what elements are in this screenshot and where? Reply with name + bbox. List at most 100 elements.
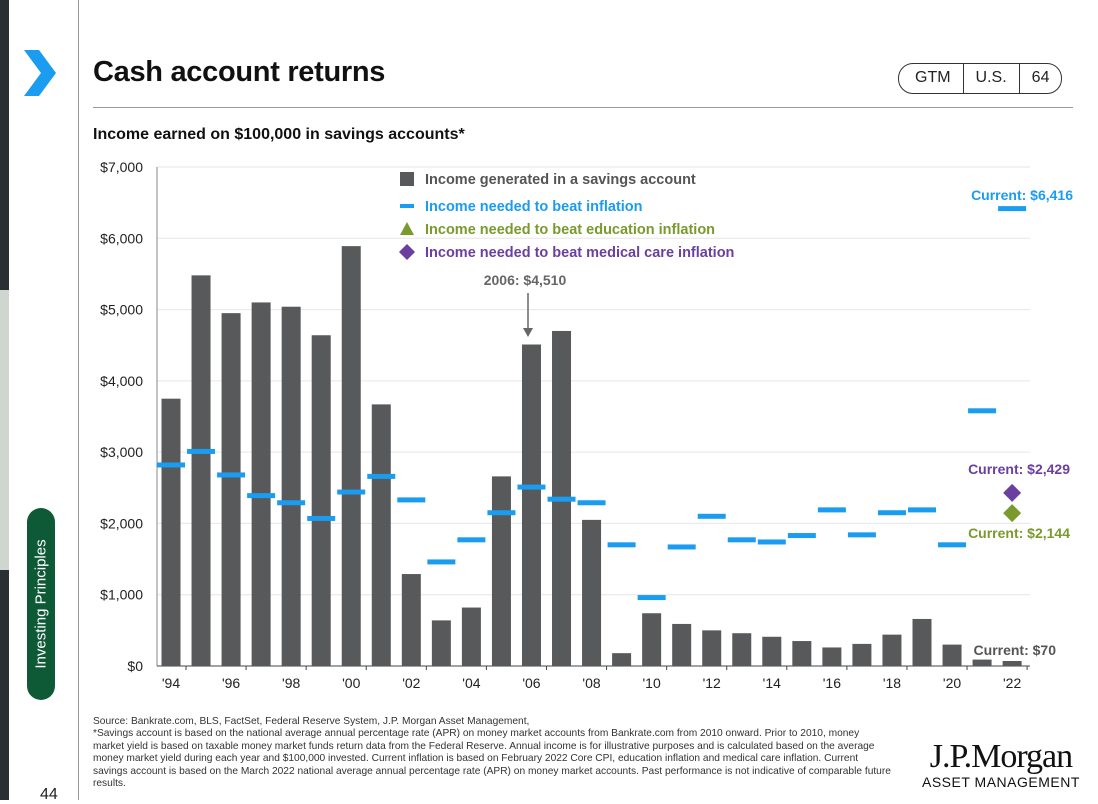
inflation-dash	[787, 533, 816, 539]
inflation-dash	[667, 544, 696, 550]
badge-region: U.S.	[962, 64, 1019, 93]
jpmorgan-logo: J.P.Morgan ASSET MANAGEMENT	[922, 738, 1080, 790]
x-tick-label: '10	[643, 675, 661, 691]
bar	[732, 633, 752, 666]
section-tab[interactable]: Investing Principles	[27, 508, 55, 700]
x-tick-label: '04	[462, 675, 480, 691]
inflation-dash	[877, 510, 906, 516]
y-tick-label: $0	[127, 658, 143, 674]
logo-line2: ASSET MANAGEMENT	[922, 774, 1080, 790]
x-tick-label: '20	[943, 675, 961, 691]
page-number: 44	[40, 786, 58, 803]
bar	[852, 643, 872, 666]
bar	[431, 620, 451, 666]
inflation-dash	[847, 532, 876, 538]
x-tick-label: '96	[222, 675, 240, 691]
inflation-dash	[607, 542, 636, 548]
x-tick-label: '00	[342, 675, 360, 691]
y-tick-label: $5,000	[100, 302, 143, 318]
inflation-dash	[547, 496, 576, 502]
x-tick-label: '98	[282, 675, 300, 691]
inflation-dash	[457, 537, 486, 543]
footnote-text: *Savings account is based on the nationa…	[93, 728, 891, 790]
bar	[341, 246, 361, 666]
bar	[221, 313, 241, 666]
y-tick-label: $6,000	[100, 230, 143, 246]
x-tick-label: '22	[1003, 675, 1021, 691]
bar	[582, 519, 602, 666]
x-tick-label: '08	[582, 675, 600, 691]
inflation-dash	[968, 408, 997, 414]
bar	[251, 302, 271, 666]
x-tick-label: '18	[883, 675, 901, 691]
inflation-dash	[697, 513, 726, 519]
bar	[762, 636, 782, 666]
legend-diamond-icon	[399, 244, 415, 260]
x-tick-label: '02	[402, 675, 420, 691]
inflation-dash	[517, 484, 546, 490]
inflation-dash	[217, 472, 246, 478]
inflation-dash	[427, 559, 456, 565]
bar	[972, 659, 992, 666]
page-title: Cash account returns	[93, 56, 386, 88]
x-tick-label: '06	[522, 675, 540, 691]
legend-swatch-bar	[400, 172, 414, 186]
inflation-dash	[277, 500, 306, 506]
inflation-dash	[817, 507, 846, 513]
footnote-source: Source: Bankrate.com, BLS, FactSet, Fede…	[93, 716, 530, 727]
inflation-dash	[577, 500, 606, 506]
inflation-dash	[397, 497, 426, 503]
bar	[491, 476, 511, 666]
bar	[521, 344, 541, 666]
y-tick-label: $3,000	[100, 444, 143, 460]
education-inflation-marker	[1003, 504, 1022, 523]
bar	[642, 613, 662, 666]
legend-triangle-icon	[400, 222, 414, 235]
chevron-right-icon	[24, 50, 56, 96]
inflation-dash	[247, 493, 276, 499]
annotation-current-inflation: Current: $6,416	[971, 187, 1073, 203]
bar	[882, 634, 902, 666]
annotation-2006: 2006: $4,510	[484, 272, 567, 288]
legend-label: Income needed to beat education inflatio…	[425, 222, 715, 238]
y-tick-label: $2,000	[100, 515, 143, 531]
annotation-current-education: Current: $2,144	[968, 525, 1070, 541]
chart-title: Income earned on $100,000 in savings acc…	[93, 126, 465, 143]
y-tick-label: $1,000	[100, 587, 143, 603]
bar	[792, 641, 812, 666]
y-tick-label: $4,000	[100, 373, 143, 389]
inflation-dash	[908, 507, 936, 513]
bar	[672, 623, 692, 666]
bar	[912, 618, 932, 666]
badge-page: 64	[1018, 64, 1062, 93]
inflation-dash	[938, 542, 967, 548]
bar	[401, 574, 421, 666]
bar	[1002, 661, 1022, 666]
annotation-current-savings: Current: $70	[974, 642, 1057, 658]
inflation-dash	[367, 473, 396, 479]
inflation-dash	[727, 537, 756, 543]
logo-line1: J.P.Morgan	[929, 738, 1073, 775]
legend-label: Income generated in a savings account	[425, 172, 696, 188]
window-edge-thumbnail	[0, 290, 9, 570]
inflation-dash	[637, 595, 666, 601]
inflation-dash	[998, 206, 1027, 212]
inflation-dash	[307, 515, 336, 521]
page-badge: GTM U.S. 64	[898, 63, 1063, 94]
inflation-dash	[487, 510, 516, 516]
x-tick-label: '14	[763, 675, 781, 691]
bar	[371, 404, 391, 666]
bar	[612, 653, 632, 666]
bar	[461, 607, 481, 666]
bar	[191, 275, 211, 666]
bar	[942, 644, 962, 666]
medical-inflation-marker	[1003, 483, 1022, 502]
legend-label: Income needed to beat inflation	[425, 199, 643, 215]
y-tick-label: $7,000	[100, 159, 143, 175]
divider	[78, 0, 79, 800]
inflation-dash	[757, 539, 786, 545]
title-rule	[93, 107, 1073, 108]
bar	[822, 647, 842, 666]
bar	[311, 335, 331, 666]
